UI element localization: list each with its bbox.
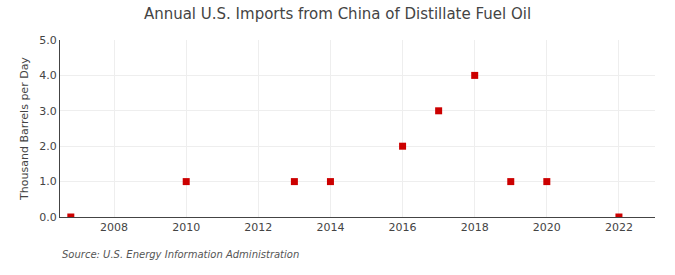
svg-text:0.0: 0.0 xyxy=(39,211,57,224)
svg-text:2008: 2008 xyxy=(100,221,128,234)
svg-text:Source: U.S. Energy Informatio: Source: U.S. Energy Information Administ… xyxy=(62,249,299,260)
svg-text:2014: 2014 xyxy=(316,221,344,234)
svg-text:3.0: 3.0 xyxy=(39,105,57,118)
svg-text:2012: 2012 xyxy=(244,221,272,234)
svg-text:1.0: 1.0 xyxy=(39,175,57,188)
svg-text:2016: 2016 xyxy=(389,221,417,234)
svg-text:Thousand Barrels per Day: Thousand Barrels per Day xyxy=(18,57,31,201)
svg-text:Annual U.S. Imports from China: Annual U.S. Imports from China of Distil… xyxy=(144,5,531,23)
svg-text:4.0: 4.0 xyxy=(39,69,57,82)
svg-text:5.0: 5.0 xyxy=(39,34,57,47)
svg-text:2.0: 2.0 xyxy=(39,140,57,153)
svg-text:2018: 2018 xyxy=(461,221,489,234)
svg-text:2010: 2010 xyxy=(172,221,200,234)
svg-text:2022: 2022 xyxy=(605,221,633,234)
svg-text:2020: 2020 xyxy=(533,221,561,234)
